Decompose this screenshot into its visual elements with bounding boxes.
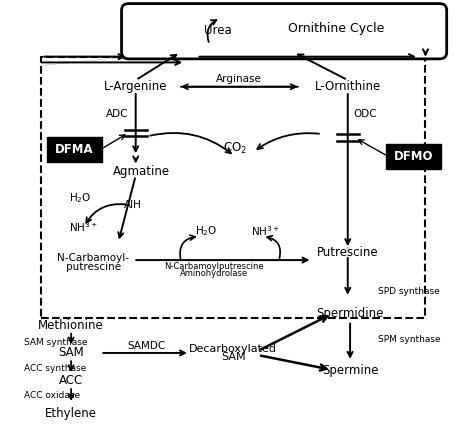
Text: AIH: AIH (123, 200, 141, 210)
Text: SPD synthase: SPD synthase (378, 287, 440, 295)
Text: L-Ornithine: L-Ornithine (315, 80, 381, 93)
Text: ACC: ACC (59, 374, 83, 387)
Text: SAM: SAM (221, 352, 246, 362)
Text: Ornithine Cycle: Ornithine Cycle (288, 22, 384, 35)
FancyBboxPatch shape (386, 144, 441, 169)
Text: SAM synthase: SAM synthase (24, 338, 88, 347)
Text: Spermine: Spermine (322, 364, 378, 377)
Text: ACC oxidase: ACC oxidase (24, 391, 80, 401)
Text: Ethylene: Ethylene (45, 407, 97, 420)
Text: L-Argenine: L-Argenine (104, 80, 167, 93)
Text: ADC: ADC (106, 109, 128, 119)
Text: CO$_2$: CO$_2$ (223, 141, 246, 156)
FancyBboxPatch shape (47, 137, 102, 162)
Text: Decarboxylated: Decarboxylated (189, 344, 277, 353)
Text: Agmatine: Agmatine (113, 165, 170, 178)
Text: Arginase: Arginase (217, 74, 262, 84)
Text: NH$^{3+}$: NH$^{3+}$ (251, 224, 280, 238)
Text: Putrescine: Putrescine (317, 246, 379, 259)
Text: Methionine: Methionine (38, 319, 104, 332)
Text: Urea: Urea (204, 24, 232, 36)
Text: putrescine: putrescine (66, 262, 121, 272)
Text: Aminohydrolase: Aminohydrolase (180, 269, 248, 278)
Text: DFMO: DFMO (394, 150, 433, 163)
Text: N-Carbamoyl-: N-Carbamoyl- (57, 253, 129, 263)
Text: DFMA: DFMA (55, 143, 94, 156)
Text: SAMDC: SAMDC (128, 341, 165, 351)
Text: H$_2$O: H$_2$O (195, 224, 218, 238)
Bar (41, 57, 426, 318)
Text: N-Carbamoylputrescine: N-Carbamoylputrescine (164, 262, 264, 271)
Text: H$_2$O: H$_2$O (69, 191, 91, 205)
FancyBboxPatch shape (121, 4, 447, 59)
Text: ACC synthase: ACC synthase (24, 364, 86, 373)
Text: Spermidine: Spermidine (317, 307, 384, 320)
Text: SPM synthase: SPM synthase (378, 335, 441, 344)
Text: ODC: ODC (353, 109, 377, 119)
Text: NH$^{3+}$: NH$^{3+}$ (69, 220, 98, 234)
Text: SAM: SAM (58, 347, 84, 360)
